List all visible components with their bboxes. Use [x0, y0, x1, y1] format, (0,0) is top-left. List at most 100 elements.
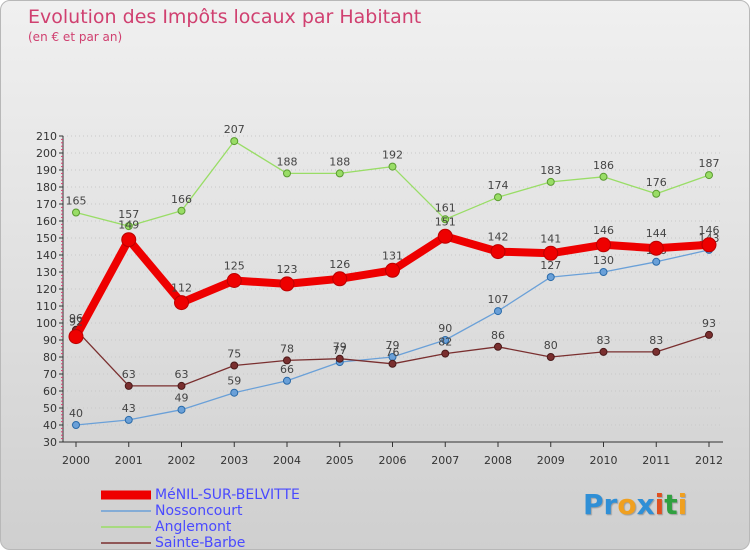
data-label: 63 [175, 368, 189, 381]
data-point [599, 347, 608, 356]
data-label: 63 [122, 368, 136, 381]
y-tick-label: 210 [36, 130, 57, 143]
y-tick-label: 200 [36, 147, 57, 160]
x-tick-label: 2012 [695, 454, 723, 467]
data-point [490, 244, 506, 260]
data-label: 146 [699, 224, 720, 237]
data-point [72, 208, 80, 217]
legend-swatch-menil [101, 490, 151, 500]
data-point [177, 206, 186, 215]
y-tick-label: 140 [36, 249, 57, 262]
data-label: 149 [118, 219, 139, 232]
legend-label-sainte-barbe: Sainte-Barbe [155, 535, 246, 550]
x-tick-label: 2002 [168, 454, 196, 467]
data-point [68, 329, 84, 345]
data-point [596, 237, 611, 253]
data-label: 83 [649, 334, 663, 347]
y-tick-label: 180 [36, 181, 57, 194]
y-tick-label: 60 [43, 385, 57, 398]
x-tick-label: 2001 [115, 454, 143, 467]
legend-label-nossoncourt: Nossoncourt [155, 503, 243, 519]
data-point [494, 307, 502, 316]
data-label: 186 [593, 159, 614, 172]
logo-letter: i [654, 488, 665, 521]
y-tick-label: 90 [43, 334, 57, 347]
y-tick-label: 70 [43, 368, 57, 381]
data-point [648, 240, 664, 256]
logo-letter: P [583, 488, 604, 521]
data-point [441, 349, 450, 358]
data-point [437, 228, 453, 244]
y-tick-label: 110 [36, 300, 57, 313]
data-point [283, 169, 291, 178]
y-tick-label: 30 [43, 436, 57, 449]
x-tick-label: 2009 [537, 454, 565, 467]
data-label: 90 [438, 322, 452, 335]
data-label: 141 [540, 232, 561, 245]
data-label: 59 [227, 375, 241, 388]
legend-item-menil: MéNIL-SUR-BELVITTE [101, 487, 300, 503]
chart-title: Evolution des Impôts locaux par Habitant [28, 6, 422, 28]
data-label: 188 [277, 155, 298, 168]
data-point [546, 273, 555, 282]
data-label: 112 [171, 282, 192, 295]
data-point [388, 162, 397, 171]
data-point [124, 222, 133, 231]
legend-swatch-anglemont [101, 526, 151, 528]
legend: MéNIL-SUR-BELVITTE Nossoncourt Anglemont… [101, 487, 300, 550]
y-tick-label: 80 [43, 351, 57, 364]
data-label: 127 [540, 259, 561, 272]
data-label: 123 [277, 263, 298, 276]
x-tick-label: 2010 [590, 454, 618, 467]
x-tick-label: 2008 [484, 454, 512, 467]
data-point [385, 262, 400, 278]
data-label: 165 [66, 195, 87, 208]
data-point [599, 268, 608, 276]
x-tick-label: 2007 [431, 454, 459, 467]
data-label: 144 [646, 227, 667, 240]
data-label: 151 [435, 215, 456, 228]
data-label: 75 [227, 348, 241, 361]
data-label: 43 [122, 402, 136, 415]
logo-letter: i [677, 488, 688, 521]
data-label: 126 [329, 258, 350, 271]
y-tick-label: 50 [43, 402, 57, 415]
data-label: 66 [280, 363, 294, 376]
data-label: 183 [540, 164, 561, 177]
data-point [174, 295, 189, 311]
data-label: 80 [544, 339, 558, 352]
data-label: 142 [488, 231, 509, 244]
data-point [441, 336, 450, 344]
y-tick-label: 170 [36, 198, 57, 211]
data-label: 82 [438, 336, 452, 349]
data-point [226, 273, 242, 288]
legend-label-menil: MéNIL-SUR-BELVITTE [155, 487, 300, 503]
x-tick-label: 2005 [326, 454, 354, 467]
data-point [230, 388, 239, 397]
legend-swatch-sainte-barbe [101, 542, 151, 544]
data-point [335, 169, 344, 178]
data-point [705, 330, 713, 339]
data-point [652, 189, 661, 198]
data-point [441, 215, 450, 224]
data-label: 188 [329, 155, 350, 168]
logo-letter: o [617, 488, 637, 521]
x-tick-label: 2006 [379, 454, 407, 467]
data-point [230, 361, 239, 370]
data-label: 192 [382, 149, 403, 162]
data-point [230, 137, 239, 146]
data-point [705, 171, 713, 180]
data-label: 187 [699, 157, 720, 170]
data-label: 131 [382, 249, 403, 262]
data-label: 107 [488, 293, 509, 306]
data-point [701, 237, 717, 253]
data-point [177, 381, 186, 390]
y-tick-label: 190 [36, 164, 57, 177]
data-point [279, 276, 295, 292]
data-label: 79 [333, 341, 347, 354]
y-tick-label: 100 [36, 317, 57, 330]
data-label: 92 [69, 316, 83, 329]
data-label: 166 [171, 193, 192, 206]
